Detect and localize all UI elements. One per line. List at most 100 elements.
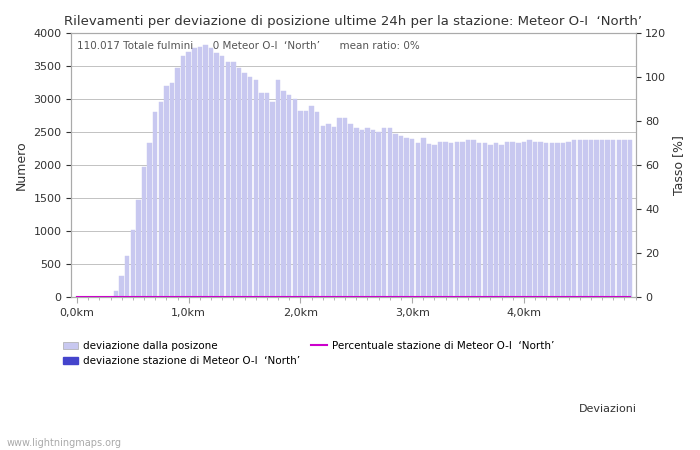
Bar [416,143,420,297]
Bar [259,93,264,297]
Bar [186,52,191,297]
Legend: deviazione dalla posizone, deviazione stazione di Meteor O-I  ‘North’, Percentua: deviazione dalla posizone, deviazione st… [58,337,559,370]
Bar [405,138,409,297]
Bar [175,68,180,297]
Bar [315,112,319,297]
Bar [142,167,146,297]
Bar [237,68,242,297]
Bar [399,136,403,297]
Bar [388,128,392,297]
Bar [354,128,358,297]
Bar [561,143,565,297]
Bar [120,276,124,297]
Bar [225,63,230,297]
Bar [136,199,141,297]
Bar [371,130,375,297]
Bar [164,86,169,297]
Bar [148,143,152,297]
Bar [410,139,414,297]
Bar [583,140,587,297]
Bar [265,93,270,297]
Bar [516,143,521,297]
Bar [276,80,280,297]
Bar [293,99,297,297]
Y-axis label: Tasso [%]: Tasso [%] [672,135,685,195]
Bar [617,140,621,297]
Bar [287,95,291,297]
Bar [438,141,442,297]
Bar [488,145,493,297]
Bar [197,46,202,297]
Bar [360,130,364,297]
Bar [505,141,510,297]
Bar [454,141,459,297]
Bar [522,141,526,297]
Bar [589,140,593,297]
Bar [611,140,615,297]
Bar [326,124,330,297]
Bar [270,102,274,297]
Bar [248,77,253,297]
Bar [377,132,381,297]
Bar [321,126,325,297]
Bar [594,140,598,297]
Bar [477,143,482,297]
Bar [131,230,135,297]
Bar [337,118,342,297]
Title: Rilevamenti per deviazione di posizione ultime 24h per la stazione: Meteor O-I  : Rilevamenti per deviazione di posizione … [64,15,643,28]
Bar [538,141,543,297]
Bar [231,63,236,297]
Bar [214,53,219,297]
Bar [421,138,426,297]
Y-axis label: Numero: Numero [15,140,28,190]
Bar [220,56,225,297]
Bar [471,140,476,297]
Bar [433,145,437,297]
Bar [253,80,258,297]
Bar [125,256,130,297]
Bar [365,128,370,297]
Bar [281,91,286,297]
Bar [169,83,174,297]
Bar [181,56,186,297]
Bar [382,128,386,297]
Bar [332,127,336,297]
Bar [510,141,515,297]
Bar [349,124,353,297]
Bar [555,143,559,297]
Bar [443,141,448,297]
Bar [343,118,347,297]
Bar [304,111,308,297]
Bar [158,102,163,297]
Text: Deviazioni: Deviazioni [579,404,637,414]
Bar [114,291,118,297]
Bar [460,141,465,297]
Text: 110.017 Totale fulmini      0 Meteor O-I  ‘North’      mean ratio: 0%: 110.017 Totale fulmini 0 Meteor O-I ‘Nor… [77,41,420,51]
Bar [427,144,431,297]
Bar [499,145,504,297]
Bar [449,143,454,297]
Bar [209,48,214,297]
Bar [309,106,314,297]
Bar [192,48,197,297]
Bar [544,143,549,297]
Text: www.lightningmaps.org: www.lightningmaps.org [7,437,122,447]
Bar [533,141,538,297]
Bar [628,140,632,297]
Bar [153,112,158,297]
Bar [494,143,498,297]
Bar [527,140,532,297]
Bar [482,143,487,297]
Bar [298,111,302,297]
Bar [578,140,582,297]
Bar [600,140,604,297]
Bar [203,45,208,297]
Bar [566,141,570,297]
Bar [622,140,626,297]
Bar [572,140,576,297]
Bar [466,140,470,297]
Bar [242,73,247,297]
Bar [393,134,398,297]
Bar [606,140,610,297]
Bar [550,143,554,297]
